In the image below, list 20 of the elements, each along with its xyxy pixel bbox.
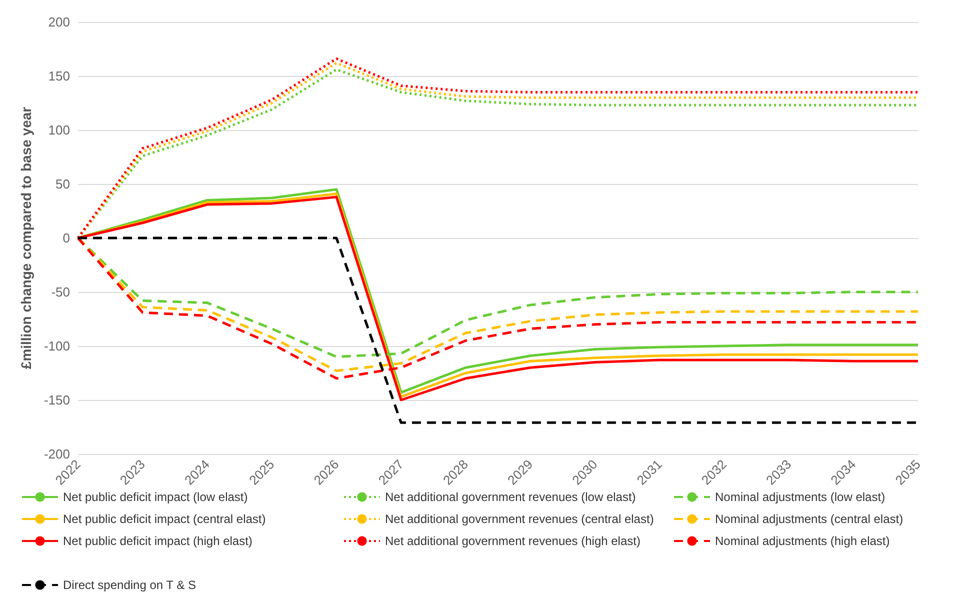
y-tick-label: -50 [51,284,70,300]
legend-label: Nominal adjustments (low elast) [715,490,886,504]
legend-label: Net additional government revenues (central elast) [385,512,654,526]
y-tick-label: -200 [44,446,70,462]
legend-label: Net additional government revenues (high elast) [385,534,640,548]
legend-label: Nominal adjustments (high elast) [715,534,890,548]
y-tick-label: 200 [48,14,70,30]
legend-label: Net public deficit impact (central elast) [63,512,266,526]
y-axis-title: £million change compared to base year [18,106,34,370]
legend-label: Net additional government revenues (low elast) [385,490,636,504]
y-tick-label: 50 [56,176,70,192]
y-tick-label: -100 [44,338,70,354]
legend-label: Net public deficit impact (high elast) [63,534,252,548]
y-tick-label: 0 [62,230,70,246]
y-tick-label: 150 [48,68,70,84]
legend-label: Net public deficit impact (low elast) [63,490,248,504]
legend-label: Direct spending on T & S [63,578,196,592]
legend-label: Nominal adjustments (central elast) [715,512,904,526]
y-tick-label: -150 [44,392,70,408]
y-tick-label: 100 [48,122,70,138]
